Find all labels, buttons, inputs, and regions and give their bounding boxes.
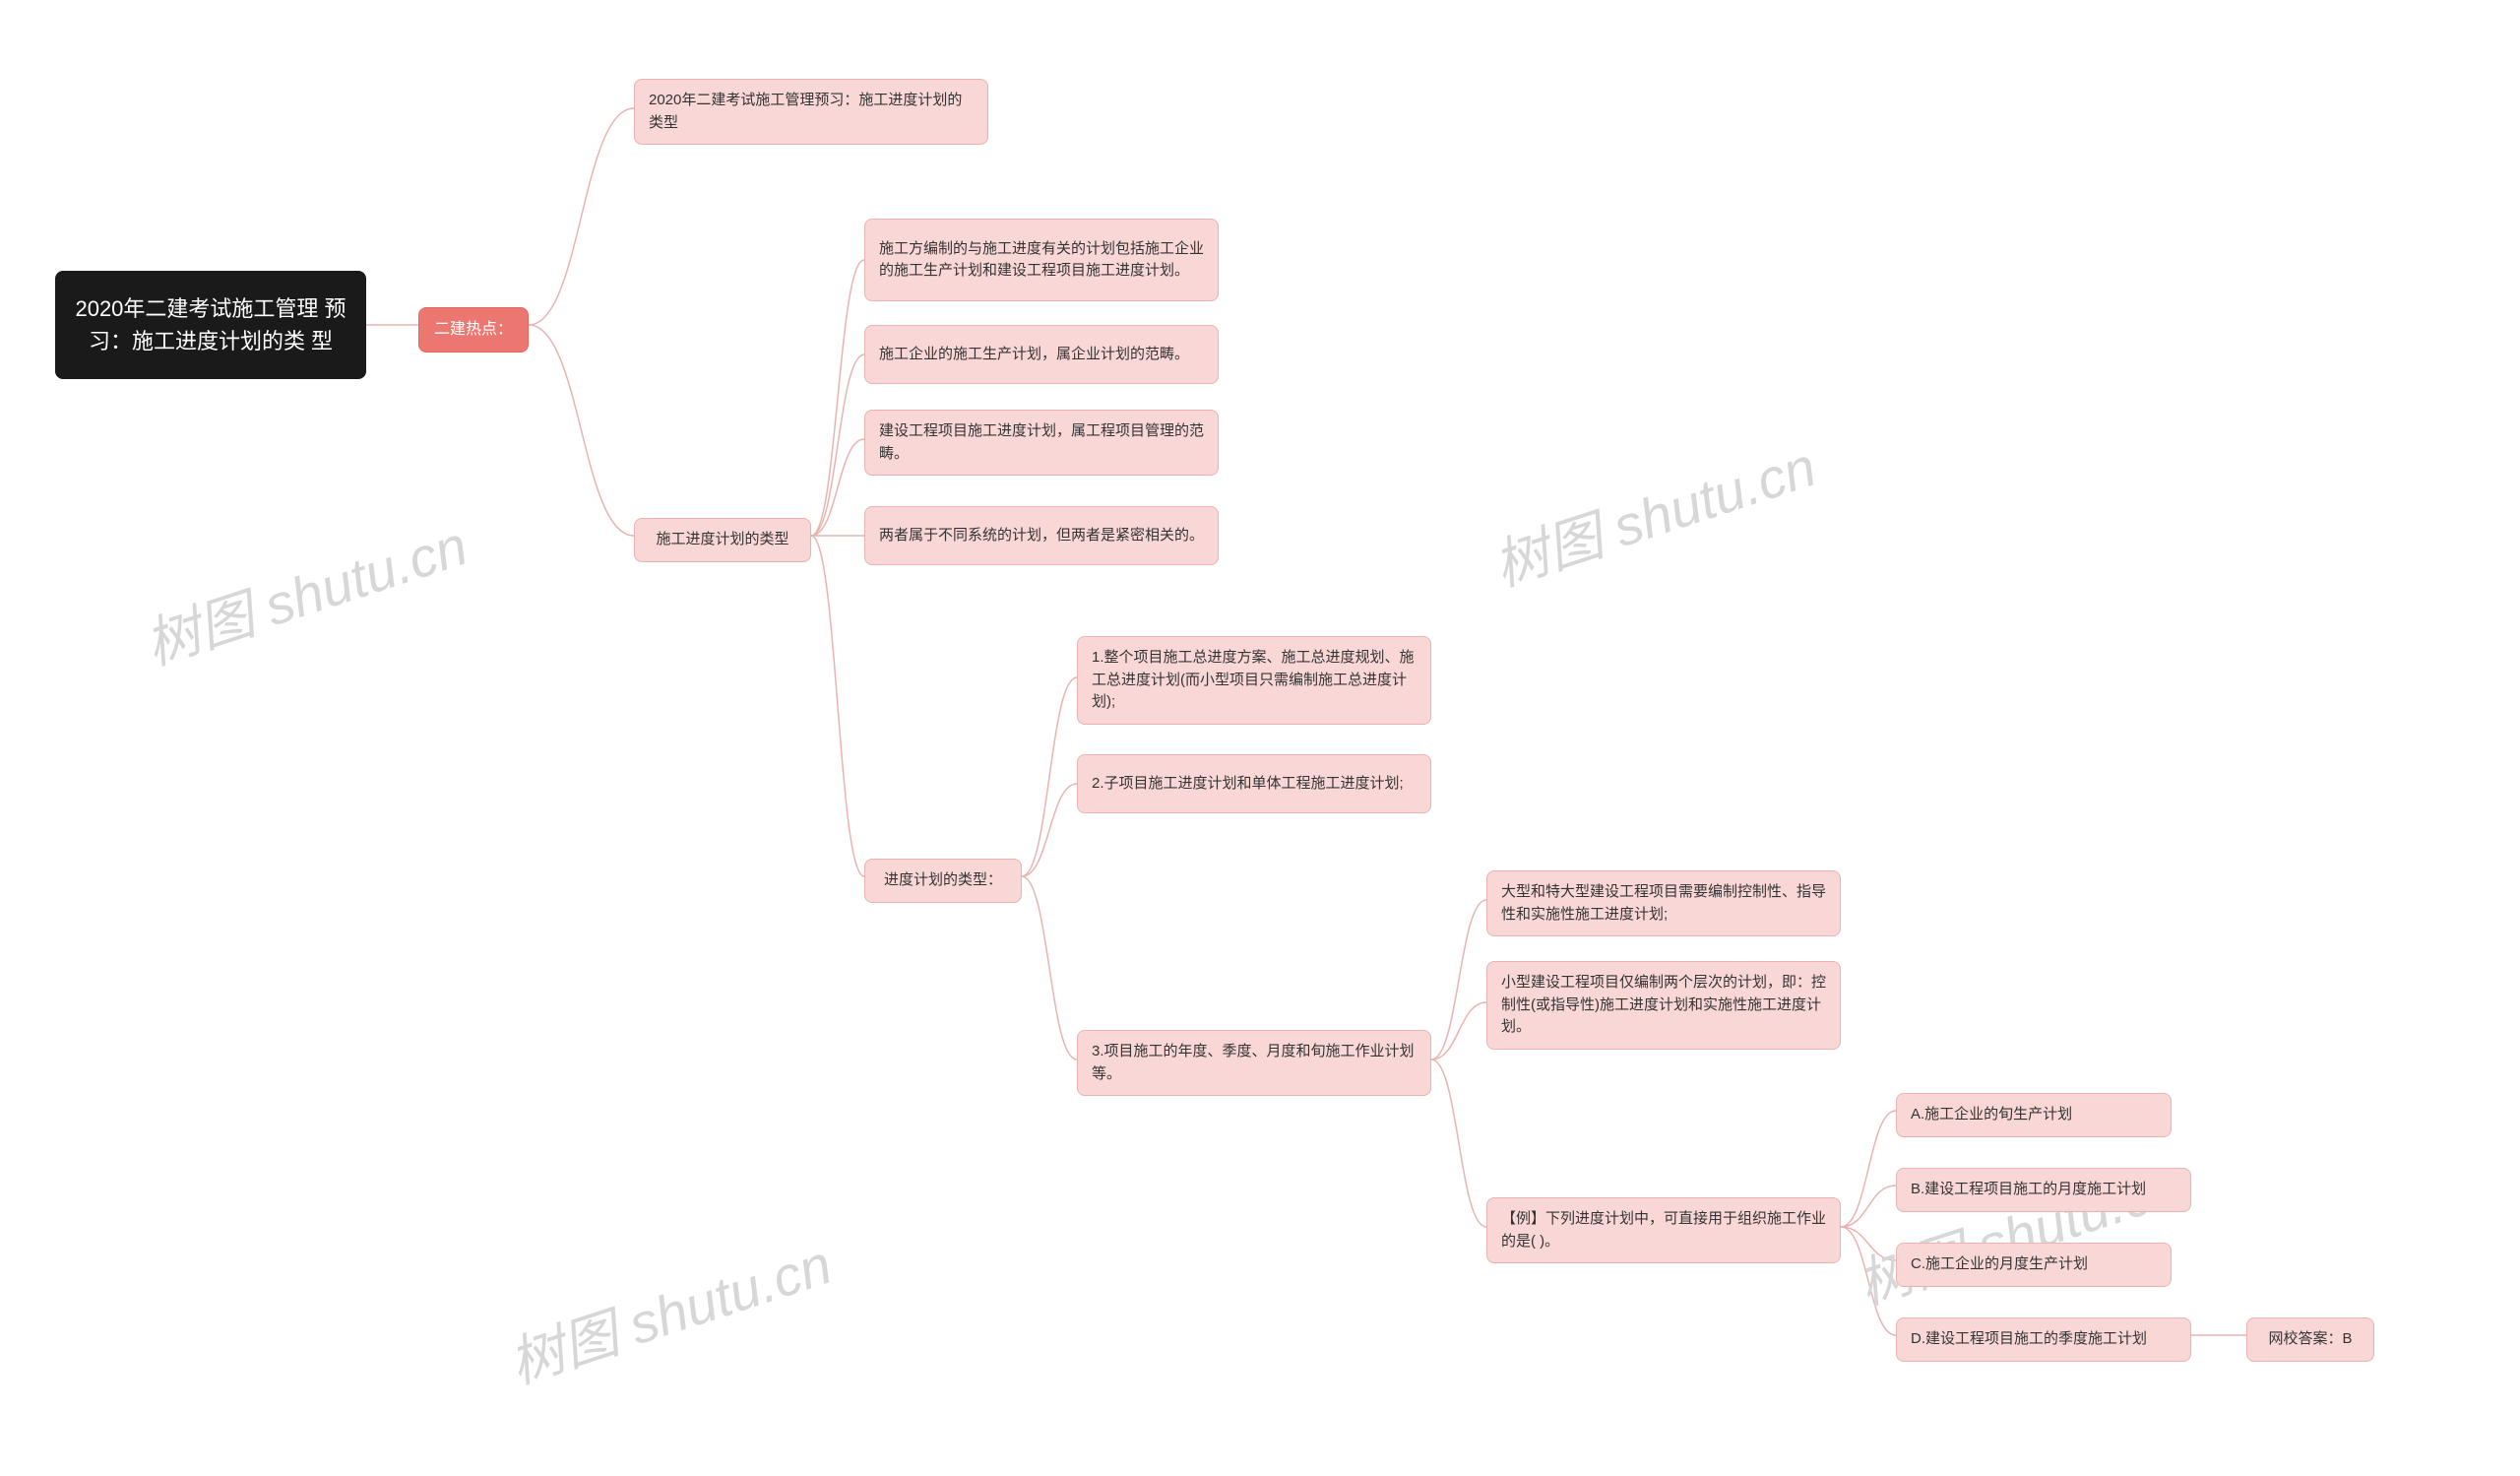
leaf-node: 1.整个项目施工总进度方案、施工总进度规划、施工总进度计划(而小型项目只需编制施… — [1077, 636, 1431, 725]
leaf-node: 大型和特大型建设工程项目需要编制控制性、指导性和实施性施工进度计划; — [1486, 870, 1841, 936]
option-node: A.施工企业的旬生产计划 — [1896, 1093, 2172, 1137]
leaf-node: 建设工程项目施工进度计划，属工程项目管理的范畴。 — [864, 410, 1219, 476]
leaf-node: 施工方编制的与施工进度有关的计划包括施工企业的施工生产计划和建设工程项目施工进度… — [864, 219, 1219, 301]
hub-node: 二建热点： — [418, 307, 529, 353]
branch-node: 【例】下列进度计划中，可直接用于组织施工作业的是( )。 — [1486, 1197, 1841, 1263]
root-node: 2020年二建考试施工管理 预习：施工进度计划的类 型 — [55, 271, 366, 379]
branch-node: 3.项目施工的年度、季度、月度和旬施工作业计划等。 — [1077, 1030, 1431, 1096]
option-node: C.施工企业的月度生产计划 — [1896, 1243, 2172, 1287]
leaf-node: 2.子项目施工进度计划和单体工程施工进度计划; — [1077, 754, 1431, 813]
watermark: 树图 shutu.cn — [498, 1221, 841, 1400]
leaf-node: 施工企业的施工生产计划，属企业计划的范畴。 — [864, 325, 1219, 384]
leaf-node: 两者属于不同系统的计划，但两者是紧密相关的。 — [864, 506, 1219, 565]
leaf-node: 小型建设工程项目仅编制两个层次的计划，即：控制性(或指导性)施工进度计划和实施性… — [1486, 961, 1841, 1050]
watermark: 树图 shutu.cn — [134, 502, 476, 681]
option-node: D.建设工程项目施工的季度施工计划 — [1896, 1317, 2191, 1362]
watermark: 树图 shutu.cn — [1482, 423, 1825, 603]
branch-node: 2020年二建考试施工管理预习：施工进度计划的类型 — [634, 79, 988, 145]
option-node: B.建设工程项目施工的月度施工计划 — [1896, 1168, 2191, 1212]
branch-node: 进度计划的类型： — [864, 859, 1022, 903]
answer-node: 网校答案：B — [2246, 1317, 2374, 1362]
branch-node: 施工进度计划的类型 — [634, 518, 811, 562]
